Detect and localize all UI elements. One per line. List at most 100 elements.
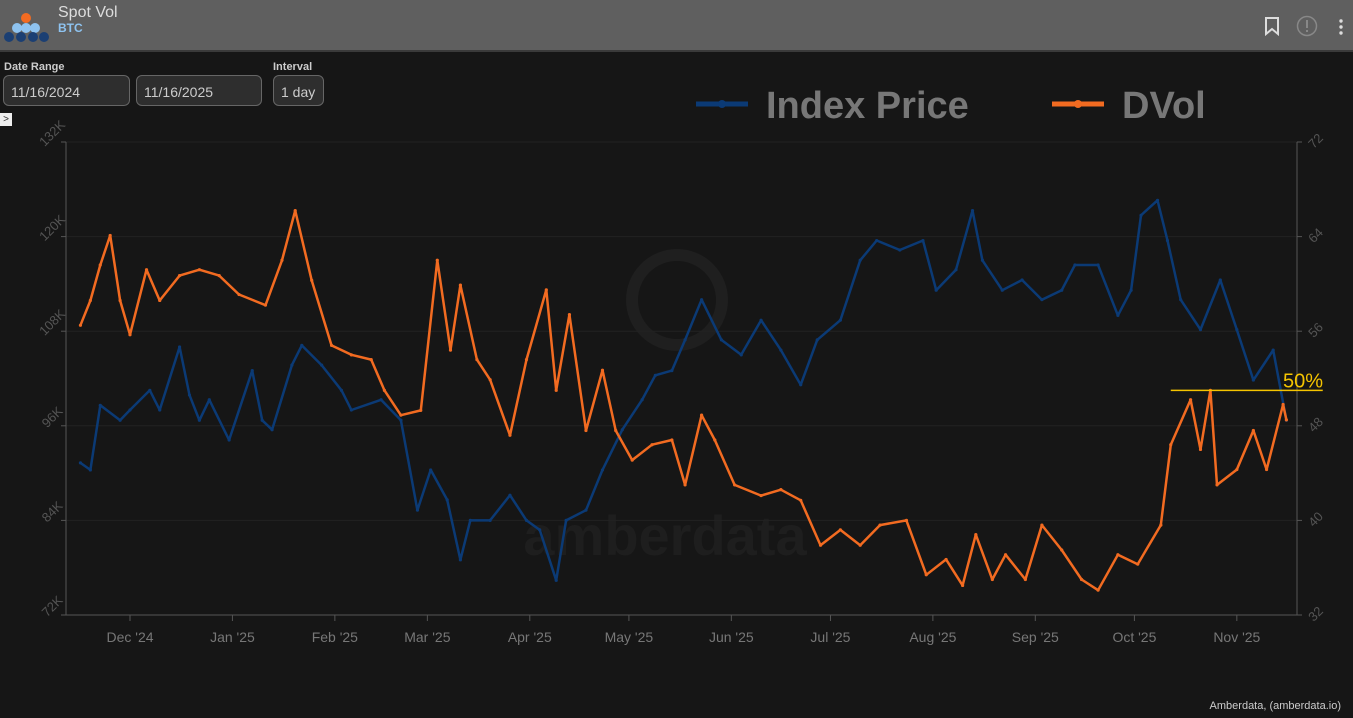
x-tick-label: Mar '25 <box>404 629 450 645</box>
legend-index-price-marker <box>718 100 726 108</box>
dvol-line <box>79 209 1288 592</box>
index-price-point <box>1284 418 1288 422</box>
dvol-point <box>818 543 823 547</box>
index-price-point <box>1198 328 1203 332</box>
dvol-point <box>924 573 928 577</box>
dvol-point <box>399 413 403 417</box>
index-price-point <box>1096 263 1100 267</box>
dvol-point <box>144 268 149 272</box>
index-price-point <box>260 418 264 422</box>
dvol-point <box>78 323 83 327</box>
dvol-point <box>1284 418 1288 422</box>
index-price-point <box>88 468 92 472</box>
index-price-point <box>898 248 902 252</box>
x-tick-label: Dec '24 <box>106 629 153 645</box>
end-date-input[interactable]: 11/16/2025 <box>136 75 262 106</box>
dvol-point <box>524 357 529 362</box>
dvol-point <box>177 274 182 278</box>
index-price-point <box>227 438 231 442</box>
dvol-point <box>448 348 453 352</box>
dvol-point <box>630 458 634 462</box>
y-right-tick-label: 64 <box>1305 225 1326 246</box>
dvol-point <box>670 438 674 442</box>
index-price-point <box>934 288 938 292</box>
index-price-point <box>1179 298 1183 302</box>
bookmark-icon[interactable] <box>1263 16 1281 36</box>
x-tick-label: Nov '25 <box>1213 629 1260 645</box>
dvol-point <box>878 523 882 527</box>
dvol-point <box>1281 402 1285 407</box>
index-price-point <box>399 418 403 422</box>
index-price-point <box>954 268 958 272</box>
dvol-point <box>280 258 284 262</box>
dvol-point <box>237 292 241 297</box>
dvol-point <box>650 443 654 447</box>
dvol-point <box>567 313 572 317</box>
dvol-point <box>1169 443 1173 447</box>
index-price-point <box>158 408 162 412</box>
date-range-label: Date Range <box>4 61 65 73</box>
dvol-point <box>944 557 948 562</box>
start-date-input[interactable]: 11/16/2024 <box>3 75 130 106</box>
index-price-point <box>1040 298 1044 302</box>
dvol-point <box>475 357 479 362</box>
dvol-point <box>838 528 842 532</box>
expand-panel-button[interactable]: > <box>0 113 12 126</box>
dvol-point <box>158 298 162 303</box>
dvol-point <box>904 518 909 523</box>
dvol-point <box>961 583 965 588</box>
legend-dvol-marker <box>1074 100 1082 108</box>
dvol-point <box>974 532 978 537</box>
index-price-point <box>118 418 122 422</box>
dvol-point <box>1040 523 1044 527</box>
index-price-point <box>468 518 472 523</box>
index-price-point <box>1165 238 1170 243</box>
index-price-point <box>290 363 294 367</box>
y-right-tick-label: 48 <box>1305 414 1326 435</box>
interval-select[interactable]: 1 day <box>273 75 324 106</box>
index-price-point <box>1251 378 1255 382</box>
index-price-point <box>1129 288 1133 292</box>
dvol-point <box>508 433 512 437</box>
index-price-point <box>653 373 657 377</box>
index-price-point <box>683 338 687 342</box>
dvol-point <box>98 263 102 267</box>
dvol-point <box>108 233 112 238</box>
index-price-point <box>379 398 383 402</box>
dvol-point <box>779 488 783 492</box>
index-price-point <box>858 258 862 262</box>
x-tick-label: Oct '25 <box>1112 629 1156 645</box>
dvol-point <box>458 283 462 287</box>
dvol-point <box>435 258 439 262</box>
index-price-point <box>719 338 724 342</box>
index-price-point <box>1000 288 1004 292</box>
index-price-line <box>79 199 1288 582</box>
dvol-point <box>118 298 122 303</box>
index-price-point <box>799 383 803 387</box>
dvol-point <box>217 274 221 278</box>
dvol-point <box>419 408 423 413</box>
watermark: amberdata <box>523 504 807 567</box>
index-price-point <box>584 508 588 512</box>
index-price-point <box>1139 213 1143 217</box>
index-price-point <box>1235 328 1239 332</box>
x-tick-label: May '25 <box>605 629 654 645</box>
more-menu-icon[interactable] <box>1338 18 1344 36</box>
index-price-point <box>875 238 879 243</box>
index-price-point <box>177 345 182 349</box>
info-alert-icon[interactable] <box>1296 15 1318 37</box>
index-price-point <box>838 318 842 322</box>
index-price-point <box>1060 288 1064 292</box>
index-price-point <box>759 318 763 322</box>
dvol-point <box>329 343 334 347</box>
dvol-point <box>713 438 717 442</box>
x-tick-label: Jun '25 <box>709 629 754 645</box>
index-price-point <box>980 258 985 262</box>
index-price-point <box>1020 278 1024 282</box>
index-price-point <box>554 578 558 582</box>
legend-dvol-label: DVol <box>1122 85 1206 127</box>
dvol-point <box>614 428 618 433</box>
y-right-tick-label: 32 <box>1305 603 1326 624</box>
index-price-point <box>1073 263 1077 267</box>
x-tick-label: Jul '25 <box>810 629 850 645</box>
